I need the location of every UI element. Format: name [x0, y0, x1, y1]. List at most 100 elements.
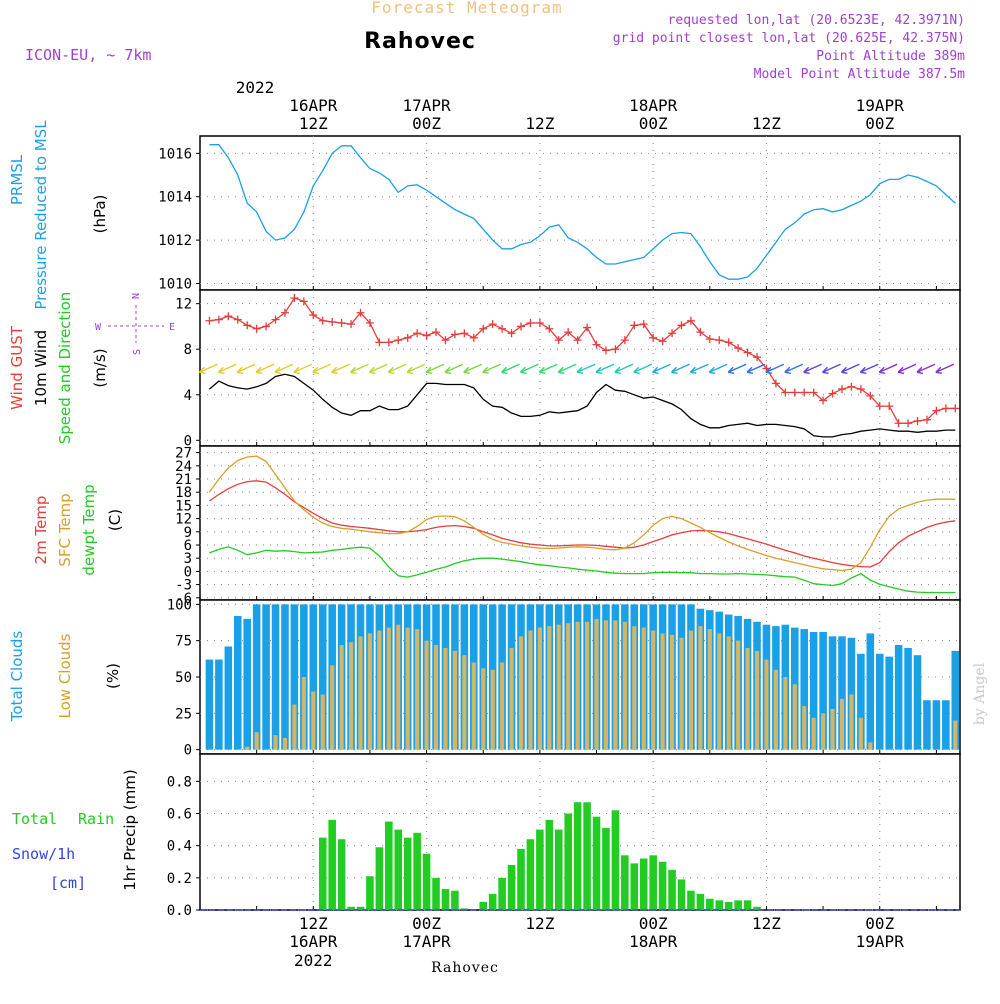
gust-marker	[516, 322, 525, 331]
rain-bar	[507, 864, 516, 910]
rain-bar	[403, 837, 412, 910]
total-clouds-bar	[847, 637, 856, 750]
low-clouds-bar	[254, 732, 259, 750]
gust-marker	[441, 336, 450, 345]
low-clouds-bar	[339, 645, 344, 750]
low-clouds-bar	[641, 627, 646, 750]
y-tick-label: 8	[184, 342, 192, 358]
low-clouds-bar	[330, 665, 335, 750]
rain-bar	[753, 906, 761, 910]
compass-e: E	[169, 322, 175, 333]
rain-bar	[347, 906, 355, 910]
rain-bar	[564, 813, 572, 910]
gust-marker	[734, 344, 743, 353]
y-tick-label: 24	[175, 459, 192, 475]
gust-marker	[328, 317, 337, 326]
y-tick-label: 25	[175, 706, 192, 722]
rain-bar	[366, 876, 374, 910]
rain-bar	[460, 908, 469, 910]
gust-marker	[705, 334, 714, 343]
top-time-label: 00Z	[865, 114, 894, 133]
low-clouds-bar	[821, 713, 826, 750]
pressure-label-2: Pressure Reduced to MSL	[32, 120, 50, 310]
gust-marker	[790, 388, 799, 397]
gust-marker	[592, 340, 601, 349]
wind-direction-arrow	[482, 363, 501, 374]
info-line-4: Model Point Altitude 387.5m	[754, 67, 965, 82]
rain-bar	[639, 858, 648, 910]
y-tick-label: 0	[184, 743, 192, 759]
top-time-label: 12Z	[525, 114, 554, 133]
rain-bar	[488, 893, 497, 910]
gust-marker	[601, 346, 610, 355]
gust-marker	[422, 331, 431, 340]
top-date-label: 17APR	[402, 96, 451, 115]
low-clouds-bar	[433, 645, 439, 750]
gust-marker	[507, 329, 516, 338]
low-clouds-bar	[556, 624, 561, 750]
rain-bar	[536, 829, 544, 910]
low-clouds-bar	[320, 694, 325, 750]
compass-n: N	[131, 293, 142, 299]
wind-direction-arrow	[350, 363, 369, 374]
rain-bar	[517, 848, 525, 910]
gust-marker	[403, 333, 412, 342]
wind-direction-arrow	[425, 363, 445, 374]
gust-marker	[630, 321, 639, 330]
gust-marker	[875, 402, 884, 411]
series-10m-wind	[208, 373, 956, 438]
y-tick-label: 1012	[158, 233, 192, 249]
wind-direction-arrow	[595, 363, 615, 374]
rain-bar	[592, 816, 601, 910]
wind-direction-arrow	[217, 363, 237, 374]
gust-marker	[620, 336, 629, 345]
y-tick-label: 75	[175, 634, 192, 650]
wind-direction-arrow	[633, 363, 653, 374]
gust-marker	[479, 324, 488, 333]
gust-marker	[498, 324, 507, 333]
y-tick-label: 6	[184, 538, 192, 554]
gust-marker	[885, 402, 894, 411]
low-clouds-bar	[358, 636, 363, 750]
low-clouds-bar	[471, 662, 476, 750]
cloud-labels: Total Clouds Low Clouds (%)	[8, 631, 122, 723]
temp-labels: 2m Temp SFC Temp dewpt Temp (C)	[32, 484, 124, 575]
wind-direction-arrow	[198, 363, 218, 374]
wind-direction-arrow	[935, 363, 955, 374]
panel-4: 0.0 0.2 0.4 0.6 0.8	[167, 753, 961, 919]
wind-unit: (m/s)	[91, 348, 109, 387]
low-clouds-bar	[386, 627, 391, 750]
rain-bar	[356, 906, 365, 910]
wind-direction-arrow	[255, 363, 275, 374]
wind-10m-label: 10m Wind	[32, 330, 50, 406]
total-clouds-bar	[828, 636, 837, 750]
top-time-label: 00Z	[639, 114, 668, 133]
wind-direction-arrow	[746, 363, 766, 374]
wind-direction-arrow	[576, 363, 596, 374]
y-tick-label: 9	[184, 525, 192, 541]
low-clouds-bar	[830, 708, 835, 750]
gust-marker	[856, 385, 865, 394]
gust-marker	[828, 389, 837, 398]
total-clouds-bar	[875, 653, 884, 750]
low-clouds-bar	[367, 633, 373, 750]
rain-bar	[328, 819, 336, 910]
rain-bar	[545, 819, 554, 910]
wind-gust-label: Wind GUST	[8, 325, 26, 410]
total-clouds-bar	[205, 659, 214, 750]
gust-marker	[743, 348, 752, 357]
low-clouds-bar	[632, 626, 637, 750]
gust-marker	[318, 316, 327, 325]
rain-bar	[649, 855, 657, 910]
wind-direction-arrow	[406, 363, 426, 374]
wind-direction-arrow	[897, 363, 917, 374]
total-clouds-bar	[819, 631, 827, 750]
gust-marker	[271, 315, 280, 324]
y-tick-label: 12	[175, 297, 192, 313]
gust-marker	[432, 328, 441, 337]
low-clouds-bar	[292, 704, 297, 750]
gust-marker	[573, 336, 582, 345]
rain-bar	[743, 900, 752, 910]
